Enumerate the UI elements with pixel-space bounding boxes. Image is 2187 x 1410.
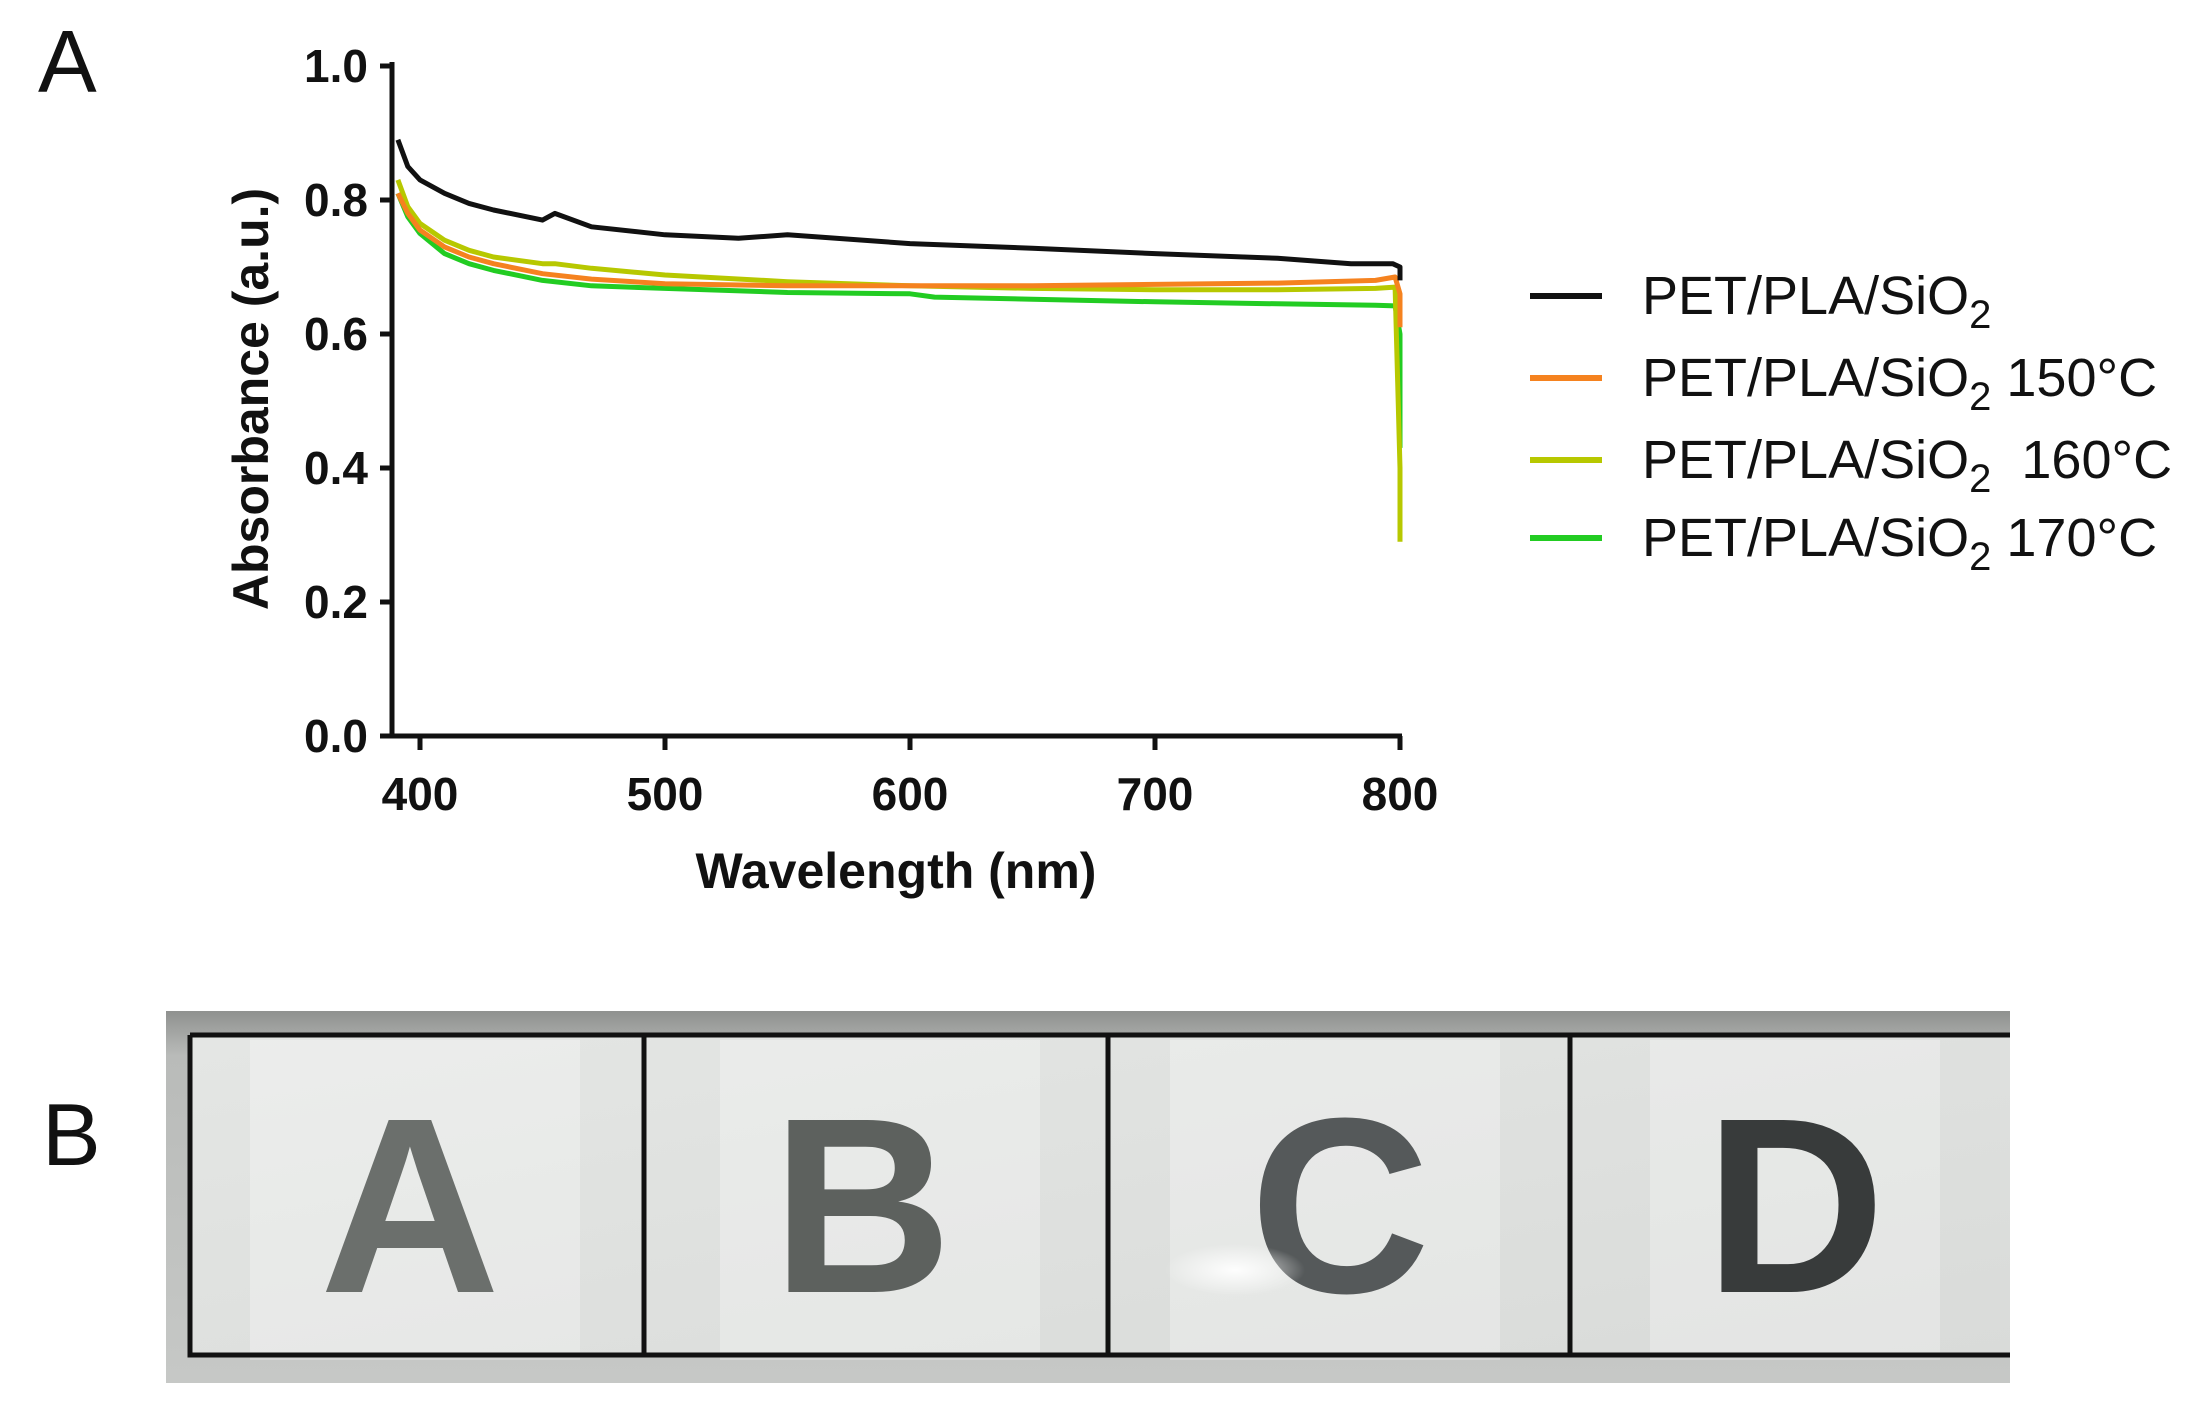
series-line-3 [395, 192, 1403, 448]
y-tick-label: 0.6 [304, 308, 368, 360]
series-line-1 [395, 192, 1403, 328]
panel-label-a: A [38, 12, 97, 111]
photo-letter-a: A [320, 1066, 501, 1345]
x-tick-label: 400 [382, 768, 459, 820]
y-axis-title: Absorbance (a.u.) [223, 188, 279, 610]
film-piece [1170, 1040, 1500, 1360]
legend-label-main: PET/PLA/SiO [1642, 508, 1969, 568]
film-piece [720, 1040, 1040, 1360]
legend-label-suffix: 170°C [1991, 508, 2157, 568]
legend-label-suffix: 150°C [1991, 348, 2157, 408]
legend-label-subscript: 2 [1969, 375, 1991, 419]
legend-label-main: PET/PLA/SiO [1642, 430, 1969, 490]
x-tick-label: 700 [1117, 768, 1194, 820]
legend-label-main: PET/PLA/SiO [1642, 266, 1969, 326]
series-line-2 [395, 179, 1403, 542]
x-ticks: 400 500 600 700 800 [382, 736, 1439, 820]
y-ticks: 0.0 0.2 0.4 0.6 0.8 1.0 [304, 40, 392, 762]
photo-letter-c: C [1250, 1066, 1431, 1345]
series-line-0 [395, 138, 1403, 281]
film-piece [250, 1040, 580, 1360]
light-glare [1165, 1244, 1305, 1296]
series-lines [395, 138, 1403, 542]
legend-entry: PET/PLA/SiO2 [1642, 266, 1991, 337]
y-tick-label: 0.0 [304, 710, 368, 762]
y-tick-label: 0.2 [304, 576, 368, 628]
paper-sheet [190, 1035, 2010, 1355]
legend-label-subscript: 2 [1969, 293, 1991, 337]
legend-label-subscript: 2 [1969, 457, 1991, 501]
legend-entry: PET/PLA/SiO2 160°C [1642, 430, 2172, 501]
y-tick-label: 0.4 [304, 442, 368, 494]
legend-label-main: PET/PLA/SiO [1642, 348, 1969, 408]
y-tick-label: 1.0 [304, 40, 368, 92]
legend-entry: PET/PLA/SiO2 150°C [1642, 348, 2157, 419]
photo-letter-d: D [1705, 1066, 1886, 1345]
legend-entry: PET/PLA/SiO2 170°C [1642, 508, 2157, 579]
paper-border [187, 1032, 2010, 1358]
panel-label-b: B [42, 1085, 101, 1184]
absorbance-chart: 0.0 0.2 0.4 0.6 0.8 1.0 400 500 600 700 800 Absor… [223, 40, 2172, 899]
legend-label-subscript: 2 [1969, 535, 1991, 579]
x-tick-label: 500 [627, 768, 704, 820]
x-tick-label: 800 [1362, 768, 1439, 820]
photo-letter-b: B [772, 1066, 953, 1345]
x-tick-label: 600 [872, 768, 949, 820]
film-piece [1650, 1040, 1940, 1360]
film-pieces [250, 1040, 1940, 1360]
legend-label-suffix: 160°C [1991, 430, 2172, 490]
x-axis-title: Wavelength (nm) [696, 843, 1097, 899]
y-tick-label: 0.8 [304, 174, 368, 226]
